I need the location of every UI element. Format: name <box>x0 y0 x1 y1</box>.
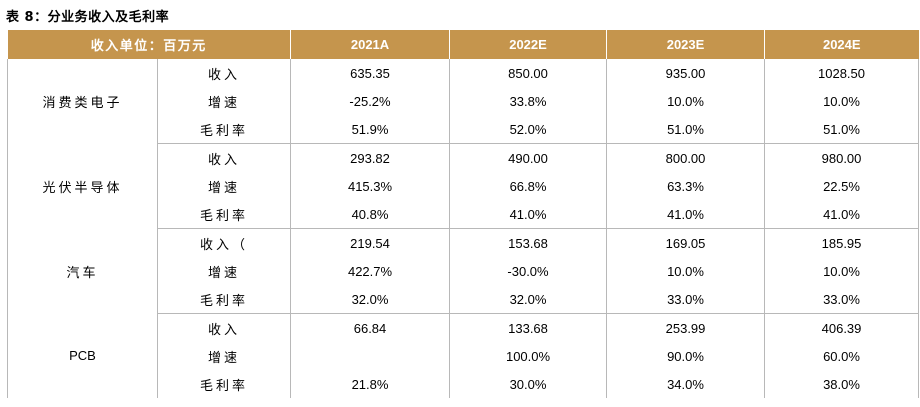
value-cell: 406.39 <box>764 313 920 342</box>
value-cell: 60.0% <box>764 342 920 370</box>
table-row: PCB 收入 66.84 133.68 253.99 406.39 <box>7 313 920 398</box>
value-cell: 980.00 <box>764 143 920 172</box>
metric-label: 收入（ <box>200 237 249 253</box>
value-cell: 100.0% <box>449 342 607 370</box>
value-cell: 41.0% <box>449 200 607 229</box>
metric-label: 收入 <box>208 67 241 83</box>
value-cell: 40.8% <box>290 200 450 229</box>
value-cell: 10.0% <box>606 87 765 115</box>
value-cell: 10.0% <box>606 257 765 285</box>
metric-label: 毛利率 <box>157 200 291 229</box>
value-cell: 635.35 <box>290 59 450 87</box>
value-cell: 850.00 <box>449 59 607 87</box>
value-cell: 293.82 <box>290 143 450 172</box>
value-cell: 33.0% <box>606 285 765 314</box>
value-cell: 169.05 <box>606 228 765 257</box>
value-cell: -30.0% <box>449 257 607 285</box>
metric-label: 增速 <box>208 265 241 281</box>
value-cell: 422.7% <box>290 257 450 285</box>
table-row: 毛利率 51.9% 52.0% 51.0% 51.0% <box>8 115 920 144</box>
value-cell: 10.0% <box>764 257 920 285</box>
value-cell: 10.0% <box>764 87 920 115</box>
value-cell: 185.95 <box>764 228 920 257</box>
value-cell: 415.3% <box>290 172 450 200</box>
metric-label: 毛利率 <box>200 378 249 394</box>
year-header: 2024E <box>764 30 919 59</box>
segment-label: PCB <box>7 313 158 398</box>
year-header: 2021A <box>290 30 451 59</box>
table-row: 毛利率 21.8% 30.0% 34.0% 38.0% <box>8 370 920 398</box>
table-row: 毛利率 40.8% 41.0% 41.0% 41.0% <box>8 200 920 229</box>
value-cell: 41.0% <box>606 200 765 229</box>
table-row: 光伏半导体 收入 293.82 490.00 800.00 980.00 <box>7 143 920 229</box>
table-row: 增速 100.0% 90.0% 60.0% <box>8 342 920 370</box>
header-row: 收入单位：百万元 2021A 2022E 2023E 2024E <box>7 30 919 59</box>
revenue-margin-table: 收入单位：百万元 2021A 2022E 2023E 2024E 消费类电子 收… <box>7 30 920 398</box>
value-cell: 32.0% <box>449 285 607 314</box>
metric-label: 增速 <box>208 350 241 366</box>
segment-label: 汽车 <box>7 228 158 314</box>
value-cell: 66.84 <box>290 313 450 342</box>
segment-label: 光伏半导体 <box>7 143 158 229</box>
value-cell: 1028.50 <box>764 59 920 87</box>
value-cell: 22.5% <box>764 172 920 200</box>
value-cell: 935.00 <box>606 59 765 87</box>
value-cell: 30.0% <box>449 370 607 398</box>
value-cell: 253.99 <box>606 313 765 342</box>
unit-header: 收入单位：百万元 <box>7 30 292 59</box>
metric-label: 收入 <box>208 152 241 168</box>
value-cell: 63.3% <box>606 172 765 200</box>
value-cell <box>290 342 450 370</box>
value-cell: 41.0% <box>764 200 920 229</box>
table-caption: 表 8：分业务收入及毛利率 <box>6 10 170 25</box>
value-cell: 133.68 <box>449 313 607 342</box>
value-cell: 38.0% <box>764 370 920 398</box>
metric-label: 增速 <box>208 180 241 196</box>
value-cell: 51.0% <box>606 115 765 144</box>
value-cell: 21.8% <box>290 370 450 398</box>
value-cell: 219.54 <box>290 228 450 257</box>
value-cell: 33.8% <box>449 87 607 115</box>
table-row: 汽车 收入（ 219.54 153.68 169.05 185.95 <box>7 228 920 314</box>
segment-label: 消费类电子 <box>7 59 158 144</box>
metric-label: 收入 <box>208 322 241 338</box>
table-row: 增速 415.3% 66.8% 63.3% 22.5% <box>8 172 920 200</box>
value-cell: 34.0% <box>606 370 765 398</box>
year-header: 2022E <box>449 30 608 59</box>
value-cell: 800.00 <box>606 143 765 172</box>
value-cell: 51.0% <box>764 115 920 144</box>
table-row: 增速 422.7% -30.0% 10.0% 10.0% <box>8 257 920 285</box>
value-cell: 32.0% <box>290 285 450 314</box>
value-cell: 490.00 <box>449 143 607 172</box>
table-row: 增速 -25.2% 33.8% 10.0% 10.0% <box>8 87 920 115</box>
value-cell: 153.68 <box>449 228 607 257</box>
metric-label: 增速 <box>208 95 241 111</box>
metric-label: 毛利率 <box>157 115 291 144</box>
metric-label: 毛利率 <box>157 285 291 314</box>
value-cell: 66.8% <box>449 172 607 200</box>
value-cell: 33.0% <box>764 285 920 314</box>
value-cell: -25.2% <box>290 87 450 115</box>
year-header: 2023E <box>606 30 766 59</box>
table-row: 毛利率 32.0% 32.0% 33.0% 33.0% <box>8 285 920 314</box>
value-cell: 90.0% <box>606 342 765 370</box>
value-cell: 51.9% <box>290 115 450 144</box>
value-cell: 52.0% <box>449 115 607 144</box>
table-row: 消费类电子 收入 635.35 850.00 935.00 1028.50 <box>7 59 920 144</box>
